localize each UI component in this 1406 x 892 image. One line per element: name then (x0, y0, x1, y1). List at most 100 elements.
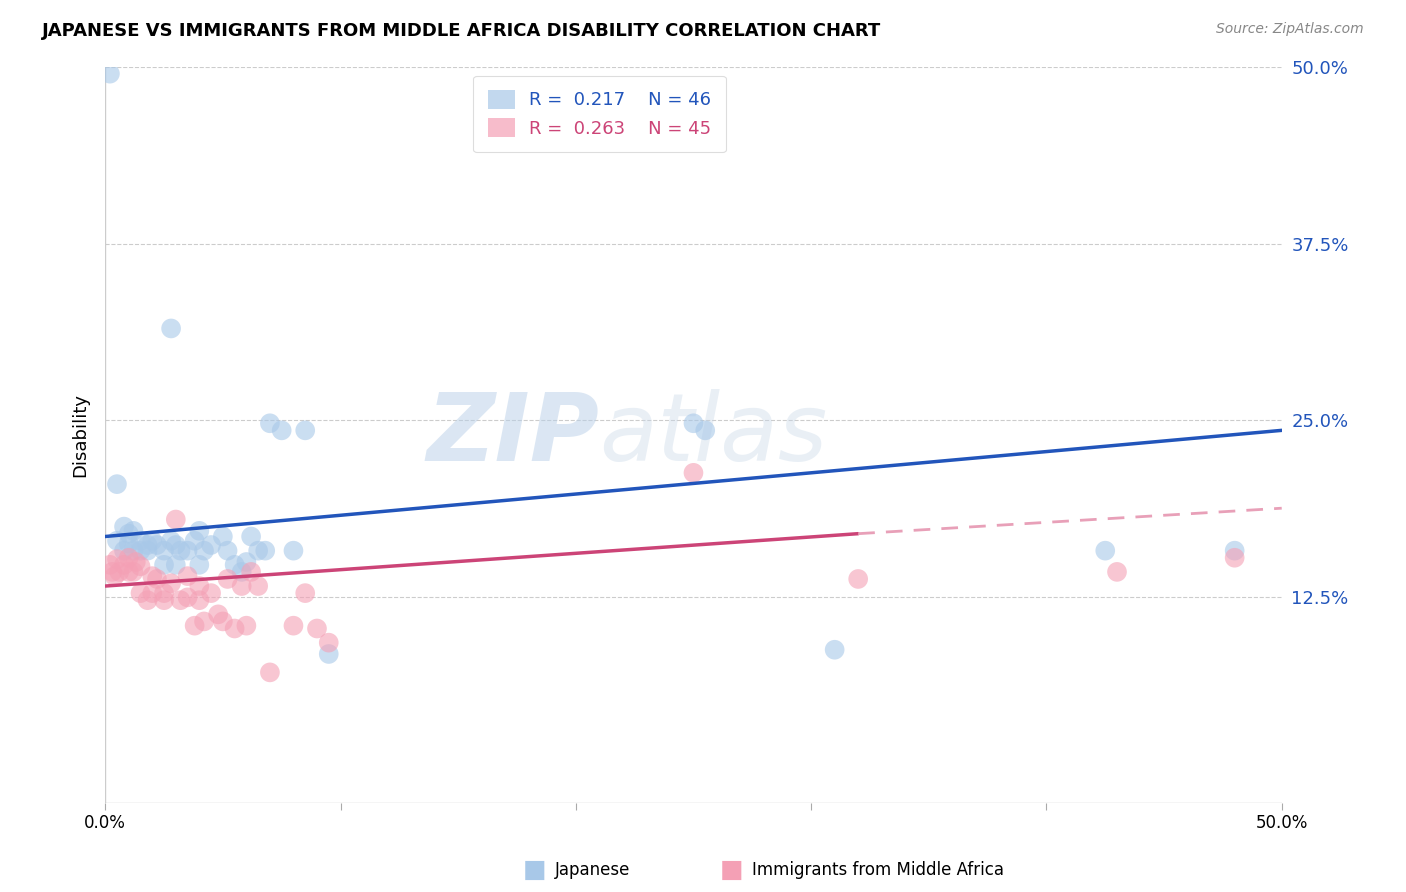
Point (160, 533, 183, 548)
Text: Source: ZipAtlas.com: Source: ZipAtlas.com (1216, 22, 1364, 37)
Point (231, 565, 253, 579)
Point (165, 558, 187, 572)
Point (169, 593, 191, 607)
Point (294, 586, 316, 600)
Point (294, 423, 316, 437)
Point (240, 529, 263, 543)
Point (118, 536, 141, 550)
Point (122, 543, 145, 558)
Point (141, 533, 163, 548)
Point (305, 622, 328, 636)
Point (318, 635, 340, 649)
Point (283, 618, 305, 632)
Point (146, 572, 169, 586)
Point (129, 533, 152, 548)
Point (207, 607, 229, 622)
Point (247, 579, 270, 593)
Point (283, 543, 305, 558)
Point (104, 569, 127, 583)
Text: Japanese: Japanese (555, 861, 631, 879)
Point (129, 543, 152, 558)
Point (122, 524, 145, 538)
Point (118, 550, 141, 565)
Point (270, 423, 292, 437)
Point (129, 559, 152, 574)
Point (141, 586, 163, 600)
Point (682, 466, 704, 480)
Point (193, 543, 215, 558)
Point (176, 569, 198, 583)
Point (122, 565, 145, 579)
Point (176, 543, 198, 558)
Point (846, 572, 869, 586)
Point (153, 543, 176, 558)
Point (125, 555, 148, 569)
Text: JAPANESE VS IMMIGRANTS FROM MIDDLE AFRICA DISABILITY CORRELATION CHART: JAPANESE VS IMMIGRANTS FROM MIDDLE AFRIC… (42, 22, 882, 40)
Point (136, 538, 159, 552)
Point (176, 591, 198, 605)
Text: ZIP: ZIP (426, 389, 599, 481)
Point (259, 665, 281, 680)
Point (101, 565, 124, 579)
Point (136, 543, 159, 558)
Point (108, 565, 131, 579)
Point (217, 572, 239, 586)
Point (231, 579, 253, 593)
Point (112, 543, 135, 558)
Point (98, 67, 121, 81)
Point (224, 622, 246, 636)
Text: atlas: atlas (599, 389, 828, 480)
Point (160, 576, 183, 591)
Y-axis label: Disability: Disability (72, 392, 89, 476)
Text: ■: ■ (523, 858, 546, 881)
Point (118, 565, 141, 579)
Point (153, 558, 176, 572)
Point (1094, 543, 1116, 558)
Text: ■: ■ (720, 858, 742, 881)
Point (169, 543, 191, 558)
Point (695, 423, 717, 437)
Legend: R =  0.217    N = 46, R =  0.263    N = 45: R = 0.217 N = 46, R = 0.263 N = 45 (472, 76, 725, 153)
Point (259, 417, 281, 431)
Point (165, 538, 187, 552)
Point (112, 519, 135, 533)
Point (200, 586, 222, 600)
Point (105, 552, 128, 566)
Point (188, 558, 211, 572)
Point (193, 615, 215, 629)
Point (105, 533, 128, 548)
Point (235, 555, 257, 569)
Point (112, 558, 135, 572)
Point (318, 647, 340, 661)
Point (224, 558, 246, 572)
Point (141, 569, 163, 583)
Point (824, 642, 846, 657)
Point (217, 543, 239, 558)
Point (682, 417, 704, 431)
Point (188, 524, 211, 538)
Point (240, 565, 263, 579)
Point (183, 618, 205, 632)
Point (235, 618, 257, 632)
Point (129, 586, 152, 600)
Point (1223, 550, 1246, 565)
Point (153, 586, 176, 600)
Point (254, 543, 277, 558)
Point (212, 615, 235, 629)
Text: Immigrants from Middle Africa: Immigrants from Middle Africa (752, 861, 1004, 879)
Point (160, 321, 183, 335)
Point (212, 529, 235, 543)
Point (188, 579, 211, 593)
Point (146, 538, 169, 552)
Point (1223, 543, 1246, 558)
Point (136, 593, 159, 607)
Point (118, 526, 141, 541)
Point (200, 538, 222, 552)
Point (183, 533, 205, 548)
Point (105, 477, 128, 491)
Point (1105, 565, 1128, 579)
Point (247, 543, 270, 558)
Point (98, 558, 121, 572)
Point (188, 593, 211, 607)
Point (165, 512, 187, 526)
